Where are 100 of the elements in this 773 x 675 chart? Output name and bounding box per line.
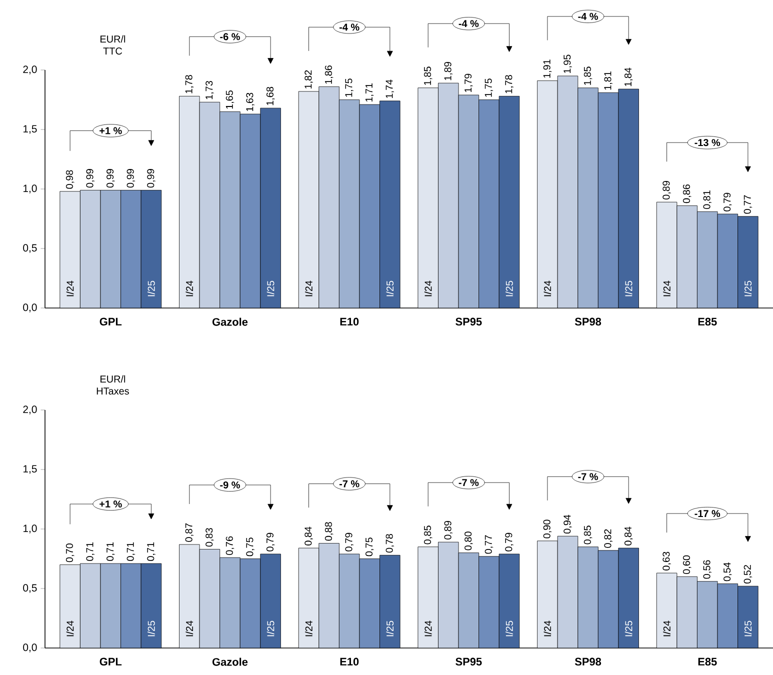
data-label: 1,85 [424,66,432,85]
x-tick-label: Gazole [212,658,248,666]
y-tick-label: 0,5 [23,244,37,253]
text: I/25 [386,620,394,636]
x-tick-label: SP95 [456,658,482,666]
series-label: I/24 [66,280,74,296]
y-tick-label: 1,0 [23,524,37,534]
annotation: -17 % [694,510,720,518]
data-label: 0,99 [106,169,115,188]
data-label: 0,82 [604,529,612,548]
y-tick-label: 1,5 [23,125,37,134]
text: I/25 [744,280,752,296]
data-label: 0,98 [66,170,74,189]
data-label: 1,81 [604,71,612,90]
text: I/24 [305,280,312,296]
data-label: 1,79 [464,74,473,92]
text: I/25 [148,620,155,636]
text: I/24 [663,620,670,636]
data-label: 0,87 [185,523,194,542]
x-tick-label: E85 [698,658,717,666]
data-label: 0,60 [682,555,692,574]
data-label: 0,84 [624,526,633,546]
text: I/24 [544,280,552,296]
data-label: 0,71 [86,542,94,561]
x-tick-label: SP98 [574,658,602,666]
data-label: 0,83 [206,528,214,547]
data-label: 1,71 [366,83,374,102]
data-label: 0,75 [366,538,374,556]
text: I/24 [424,280,432,296]
annotation: -7 % [458,479,479,486]
text: I/24 [305,620,312,636]
data-label: 0,79 [345,532,354,552]
text: I/24 [186,620,194,636]
text: -6 % [220,33,240,40]
data-label: 0,80 [464,532,473,550]
text: I/24 [663,280,670,296]
data-label: 0,52 [744,565,752,584]
annotation: +1 % [100,127,122,134]
text: I/25 [148,280,155,296]
x-tick-label: E10 [340,318,359,326]
data-label: 0,94 [564,514,572,534]
text: I/25 [506,620,513,636]
y-tick-label: 0,0 [23,644,37,652]
data-label: 0,79 [266,532,275,552]
data-label: 0,99 [126,169,136,188]
data-label: 0,85 [584,526,592,544]
data-label: 0,77 [744,195,752,214]
data-label: 0,56 [703,560,712,579]
text: -4 % [339,24,360,31]
x-tick-label: GPL [100,658,122,666]
data-label: 1,95 [564,54,572,73]
x-tick-label: E10 [340,658,359,666]
data-label: 1,84 [624,68,633,86]
text: I/24 [186,280,194,296]
annotation: -7 % [578,473,598,480]
data-label: 1,78 [185,75,194,94]
data-label: 1,85 [584,66,592,85]
data-label: 0,81 [703,190,712,210]
y-tick-label: 1,5 [23,465,37,474]
data-label: 0,77 [484,535,494,554]
x-tick-label: GPL [100,318,122,326]
y-tick-label: 2,0 [23,66,37,74]
text: I/24 [544,620,552,636]
data-label: 0,99 [86,169,94,188]
data-label: 0,79 [505,532,514,552]
x-tick-label: Gazole [212,318,248,326]
text: I/25 [624,280,632,296]
y-axis-title: EUR/l TTC [100,35,126,55]
data-label: 1,78 [505,75,514,94]
annotation: -9 % [220,481,240,488]
x-tick-label: E85 [698,318,717,326]
series-label: I/24 [66,620,74,636]
series-label: I/25 [266,620,274,636]
data-label: 0,71 [147,542,156,561]
data-label: 0,71 [106,542,115,561]
data-label: 0,99 [147,169,156,188]
x-tick-label: SP95 [456,318,482,326]
data-label: 1,75 [484,78,494,97]
annotation: +1 % [100,500,122,508]
data-label: 0,79 [724,192,732,212]
data-label: 1,68 [266,86,275,106]
x-tick-label: SP98 [574,318,602,326]
data-label: 1,65 [226,90,234,109]
text: I/25 [624,620,632,636]
data-label: 1,89 [444,62,453,80]
data-label: 1,86 [324,65,334,84]
data-label: 0,89 [444,520,453,540]
text: -4 % [458,20,479,28]
y-tick-label: 0,0 [23,304,37,312]
y-tick-label: 1,0 [23,184,37,194]
data-label: 1,91 [543,60,552,78]
annotation: -13 % [694,139,720,146]
data-label: 0,86 [682,184,692,204]
data-label: 0,90 [543,520,552,538]
data-label: 0,76 [226,536,234,555]
data-label: 1,75 [345,78,354,97]
data-label: 1,74 [386,80,394,98]
data-label: 0,75 [246,538,254,556]
data-label: 0,70 [66,543,74,562]
y-tick-label: 2,0 [23,406,37,414]
